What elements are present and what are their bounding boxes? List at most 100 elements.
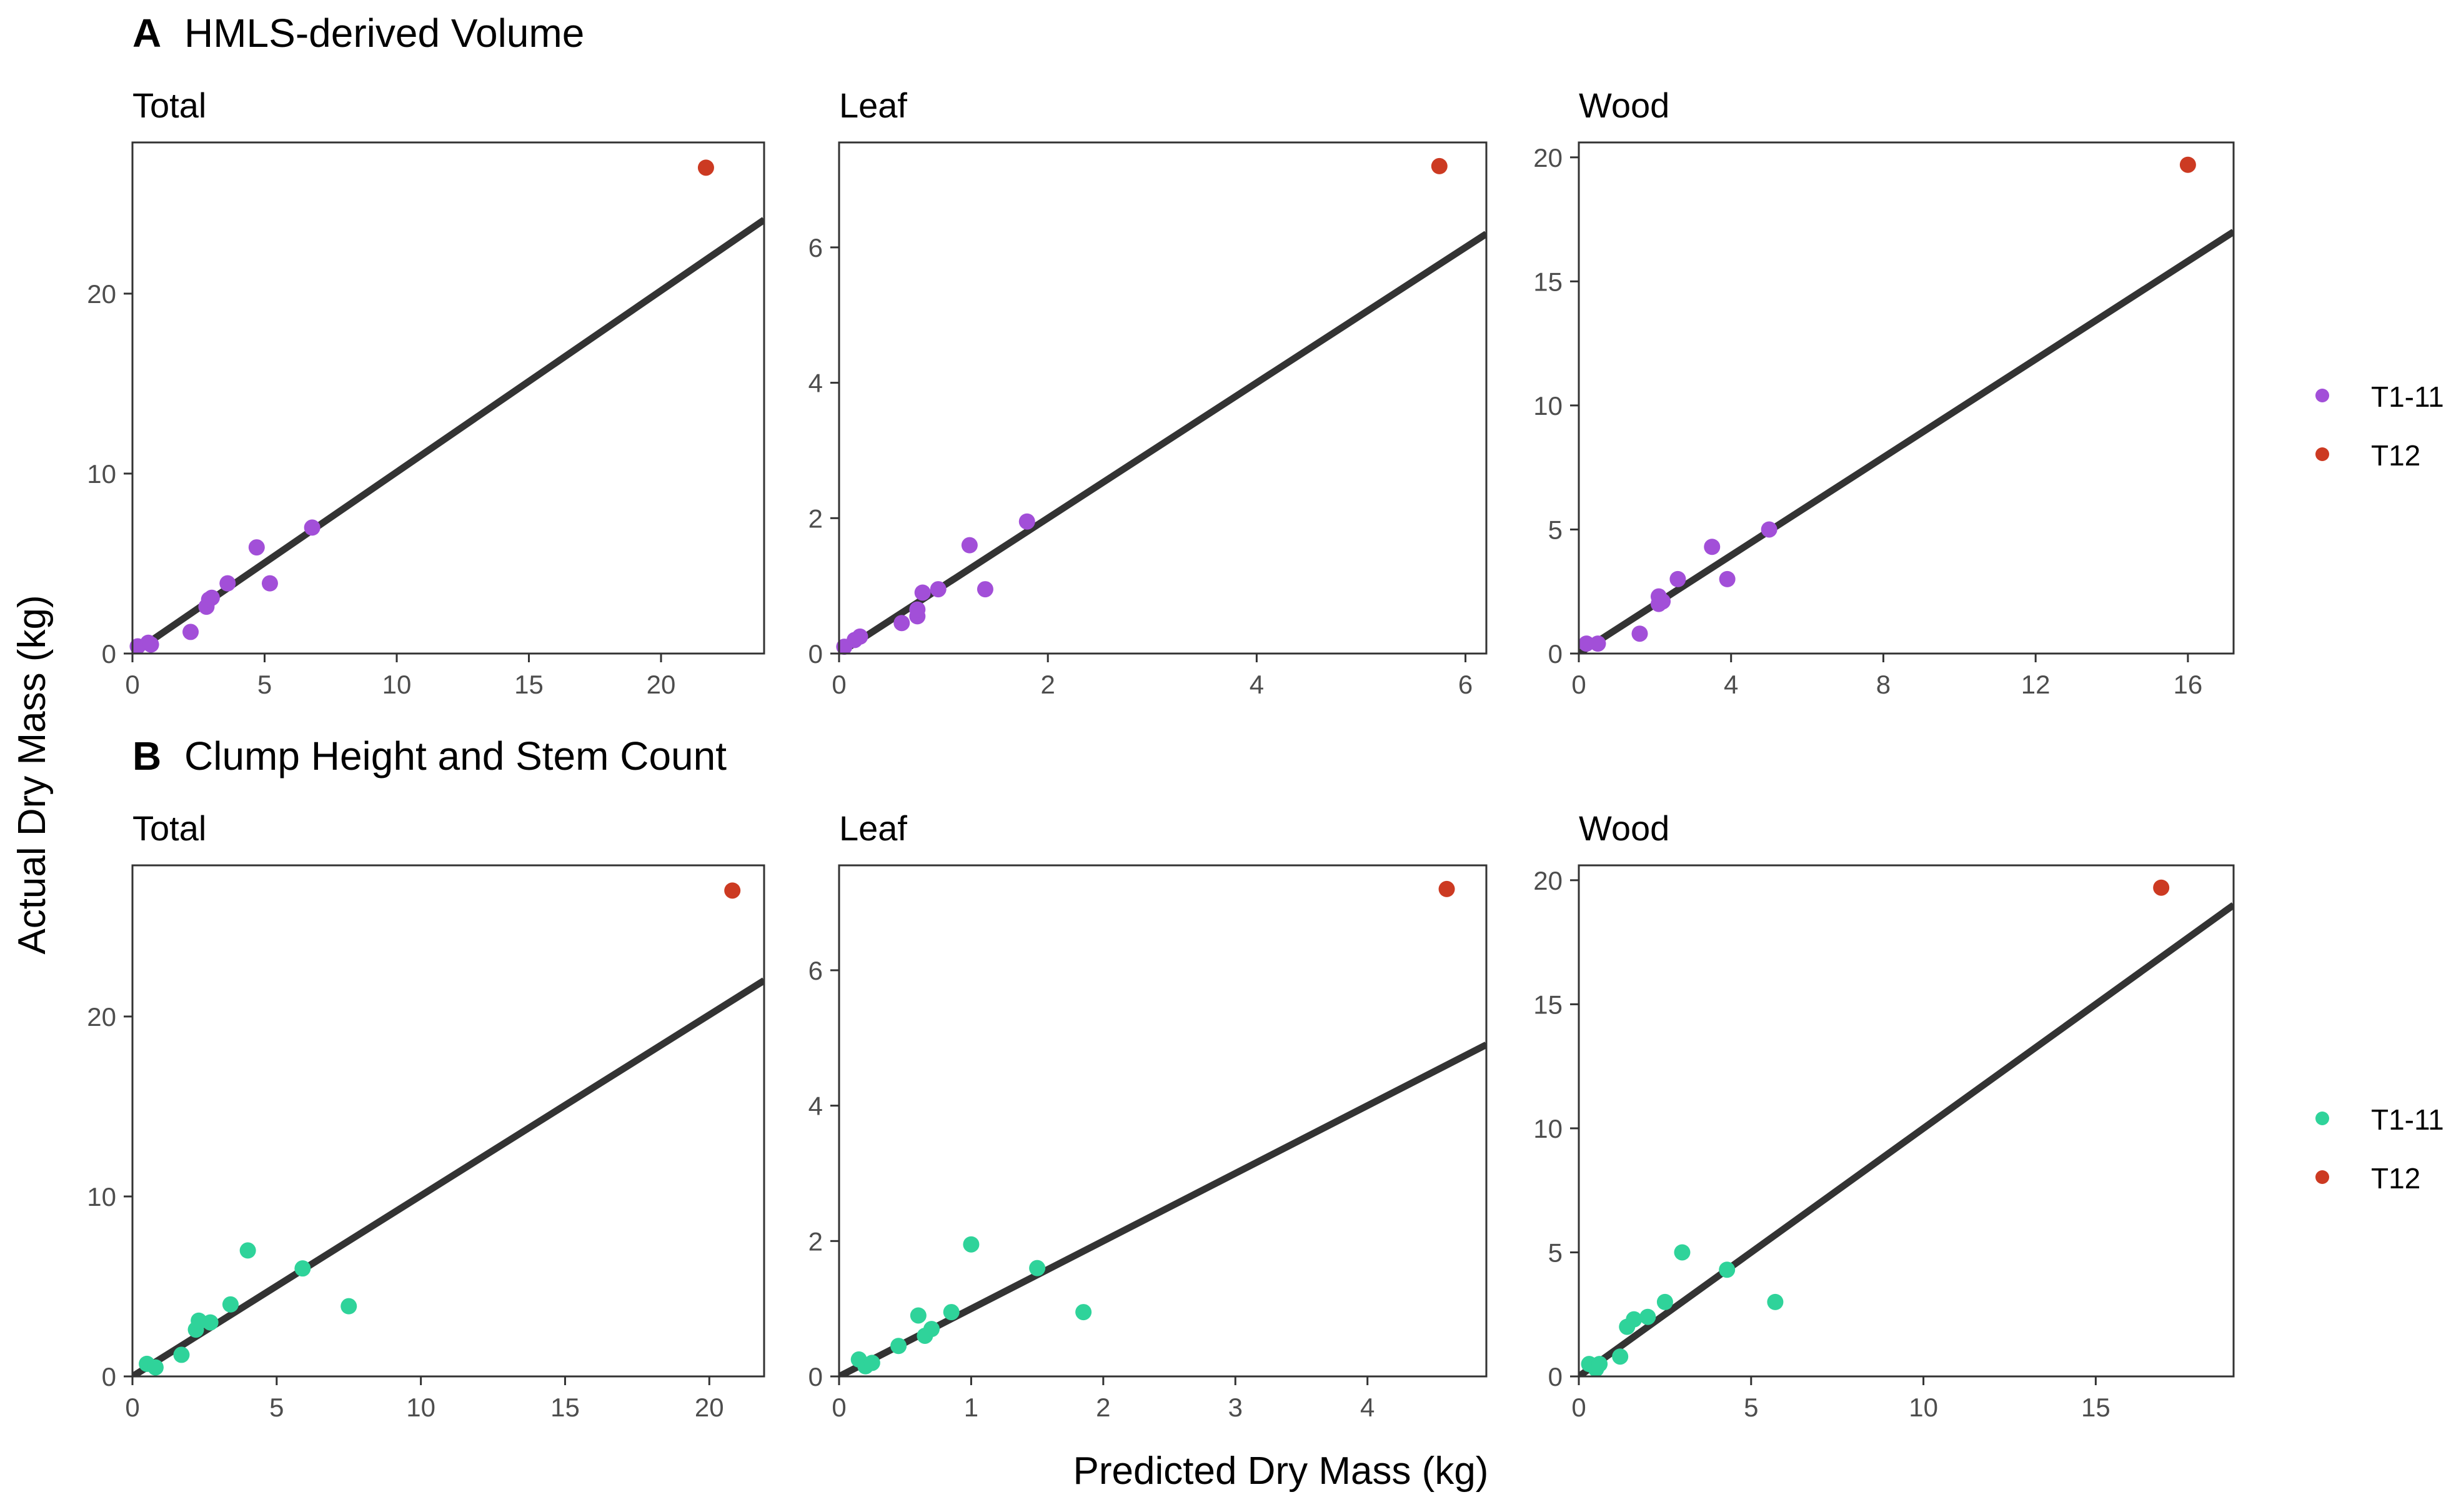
x-tick-label: 0 — [125, 670, 139, 699]
y-tick-label: 10 — [1533, 1114, 1563, 1143]
panel-border — [838, 141, 1488, 655]
x-tick-label: 2 — [1096, 1393, 1110, 1422]
x-tick-label: 15 — [2081, 1393, 2110, 1422]
panel-a-wood: Wood 0 5 10 15 20 0 4 8 12 16 — [1533, 86, 2235, 699]
x-tick-label: 0 — [832, 670, 846, 699]
point-t1-11 — [1639, 1308, 1656, 1325]
point-t1-11 — [248, 539, 265, 556]
x-tick-label: 20 — [695, 1393, 724, 1422]
point-t1-11 — [219, 575, 236, 592]
panel-b-wood: Wood 0 5 10 15 20 0 5 10 15 — [1533, 808, 2235, 1422]
point-t1-11 — [1674, 1244, 1691, 1261]
legend-a-swatch-2 — [2315, 447, 2329, 461]
point-t12 — [724, 882, 741, 899]
y-tick-label: 10 — [87, 1182, 116, 1211]
legend-b-swatch-1 — [2315, 1112, 2329, 1125]
point-t1-11 — [1029, 1260, 1046, 1276]
y-tick-label: 10 — [87, 459, 116, 489]
panel-title: Wood — [1579, 86, 1669, 125]
y-tick-label: 0 — [102, 639, 116, 669]
x-tick-label: 15 — [514, 670, 544, 699]
y-tick-label: 15 — [1533, 267, 1563, 296]
row-title-a: HMLS-derived Volume — [184, 11, 584, 56]
legend-a-label-2: T12 — [2371, 439, 2420, 472]
y-tick-label: 4 — [808, 369, 823, 398]
x-tick-label: 16 — [2174, 670, 2203, 699]
y-tick-label: 10 — [1533, 391, 1563, 420]
point-t1-11 — [1719, 1261, 1736, 1278]
row-tag-b: B — [132, 734, 161, 778]
point-t1-11 — [909, 601, 926, 618]
legend-a-swatch-1 — [2315, 389, 2329, 402]
fit-line — [839, 1042, 1486, 1376]
panel-border — [1578, 141, 2235, 655]
legend-b-label-1: T1-11 — [2371, 1103, 2444, 1136]
point-t1-11 — [173, 1346, 190, 1363]
x-tick-label: 0 — [1571, 1393, 1586, 1422]
panel-b-total: Total 0 10 20 0 5 10 15 20 — [87, 808, 765, 1422]
y-tick-label: 20 — [1533, 143, 1563, 172]
point-t1-11 — [203, 589, 220, 606]
x-tick-label: 20 — [647, 670, 676, 699]
x-tick-label: 2 — [1041, 670, 1055, 699]
fit-line — [1579, 229, 2234, 654]
panel-title: Total — [132, 86, 206, 125]
y-tick-label: 0 — [808, 1362, 823, 1391]
point-t1-11 — [923, 1321, 940, 1338]
point-t1-11 — [1719, 570, 1736, 587]
y-tick-label: 0 — [808, 639, 823, 669]
point-t1-11 — [1631, 625, 1648, 642]
point-t1-11 — [1591, 1356, 1608, 1373]
point-t1-11 — [893, 615, 910, 632]
point-t1-11 — [914, 584, 931, 601]
panel-border — [1578, 864, 2235, 1378]
y-tick-label: 15 — [1533, 990, 1563, 1019]
x-tick-label: 4 — [1250, 670, 1264, 699]
fit-line — [1579, 902, 2234, 1376]
panel-title: Leaf — [839, 808, 907, 848]
point-t1-11 — [863, 1355, 880, 1371]
point-t1-11 — [1578, 635, 1595, 652]
point-t1-11 — [1761, 521, 1777, 538]
point-t12 — [2153, 879, 2170, 896]
fit-line — [839, 231, 1486, 654]
fit-line — [132, 217, 764, 654]
y-tick-label: 2 — [808, 504, 823, 533]
y-tick-label: 0 — [102, 1362, 116, 1391]
x-tick-label: 0 — [1571, 670, 1586, 699]
x-tick-label: 0 — [832, 1393, 846, 1422]
point-t1-11 — [1018, 513, 1035, 530]
x-tick-label: 15 — [550, 1393, 580, 1422]
x-tick-label: 10 — [406, 1393, 435, 1422]
y-tick-label: 5 — [1548, 515, 1563, 544]
x-tick-label: 0 — [125, 1393, 139, 1422]
point-t1-11 — [1767, 1293, 1784, 1310]
point-t1-11 — [930, 581, 947, 598]
point-t1-11 — [852, 628, 868, 645]
x-tick-label: 10 — [1909, 1393, 1938, 1422]
x-tick-label: 6 — [1458, 670, 1473, 699]
panel-a-leaf: Leaf 0 2 4 6 0 2 4 6 — [808, 86, 1488, 699]
x-tick-label: 4 — [1360, 1393, 1375, 1422]
x-axis-label: Predicted Dry Mass (kg) — [1073, 1450, 1489, 1493]
point-t1-11 — [1656, 1293, 1673, 1310]
y-tick-label: 20 — [87, 1002, 116, 1032]
panel-a-total: Total 0 10 20 0 5 10 15 20 — [87, 86, 765, 699]
x-tick-label: 8 — [1876, 670, 1891, 699]
panel-b-leaf: Leaf 0 2 4 6 0 1 2 3 4 — [808, 808, 1488, 1422]
point-t1-11 — [977, 581, 993, 598]
x-tick-label: 12 — [2021, 670, 2051, 699]
x-tick-label: 4 — [1724, 670, 1738, 699]
panel-title: Total — [132, 808, 206, 848]
panel-title: Leaf — [839, 86, 907, 125]
point-t1-11 — [910, 1307, 927, 1324]
row-title-b: Clump Height and Stem Count — [184, 734, 727, 778]
point-t1-11 — [943, 1304, 960, 1321]
point-t1-11 — [961, 537, 978, 554]
point-t1-11 — [1654, 593, 1671, 610]
point-t1-11 — [963, 1236, 980, 1253]
x-tick-label: 5 — [1744, 1393, 1758, 1422]
point-t12 — [2179, 156, 2196, 173]
panel-border — [838, 864, 1488, 1378]
